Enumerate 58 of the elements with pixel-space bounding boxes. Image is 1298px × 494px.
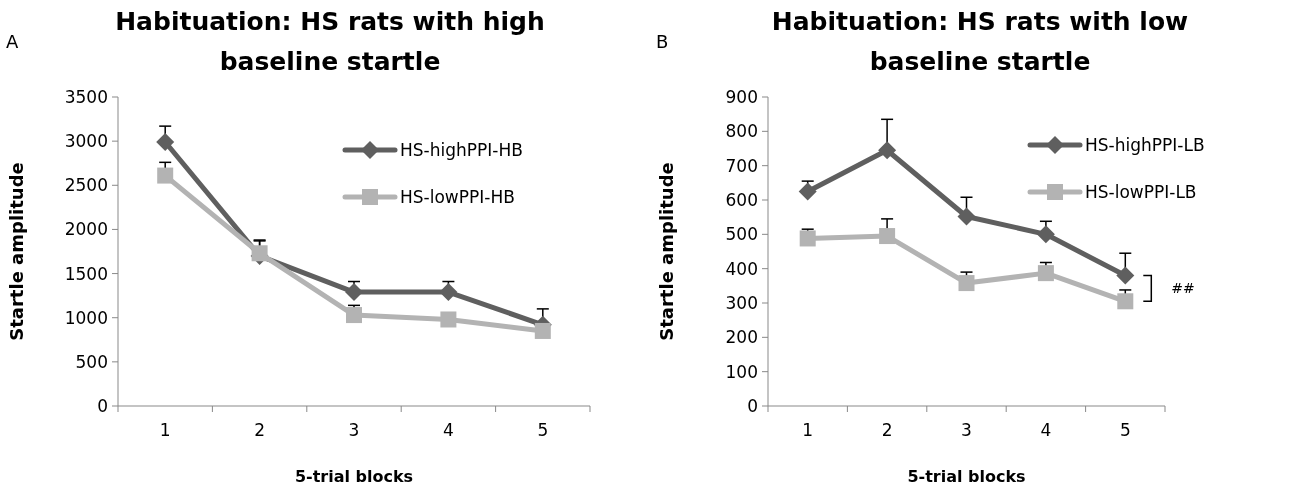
point [799,230,816,247]
y-axis-title: Startle amplitude [6,162,27,341]
x-tick-label: 3 [348,420,360,440]
text: B [656,31,669,52]
x-axis-title: 5-trial blocks [294,467,414,486]
x-tick-label: 4 [1040,420,1052,440]
x-axis-title: 5-trial blocks [907,467,1026,486]
y-tick-label: 300 [725,292,758,313]
point [1117,293,1134,310]
legend-label: HS-highPPI-LB [1085,134,1205,155]
text: A [6,31,19,52]
x-tick-label: 4 [442,420,454,440]
y-tick-label: 0 [747,395,758,416]
chart-title: Habituation: HS rats with high baseline startle [115,7,545,76]
x-tick-label: 1 [802,420,814,440]
point [439,283,458,302]
legend-label: HS-lowPPI-LB [1085,181,1197,202]
point [879,228,896,245]
x-tick-label: 2 [881,420,893,440]
point [1037,265,1054,282]
chart-title: Habituation: HS rats with low baseline startle [771,7,1189,76]
point [440,311,457,328]
legend-label: HS-highPPI-HB [400,139,523,160]
y-tick-label: 1000 [64,307,108,328]
y-tick-label: 3500 [64,86,108,107]
y-tick-label: 800 [725,121,758,142]
point [957,207,976,226]
point [878,141,897,160]
x-tick-label: 5 [1119,420,1131,440]
y-tick-label: 2000 [64,219,108,240]
x-tick-label: 5 [537,420,549,440]
y-tick-label: 3000 [64,131,108,152]
text: ## [1171,280,1195,297]
y-tick-label: 500 [75,351,108,372]
x-tick-label: 3 [961,420,972,440]
point [346,307,362,324]
point [958,275,975,292]
point [156,133,175,152]
y-tick-label: 500 [725,224,758,245]
y-tick-label: 400 [725,258,758,279]
y-tick-label: 2500 [64,175,108,196]
y-axis-title: Startle amplitude [656,162,677,341]
x-tick-label: 1 [159,420,171,440]
y-tick-label: 600 [725,189,758,210]
y-tick-label: 0 [97,395,108,416]
y-tick-label: 900 [725,86,758,107]
point [534,322,551,339]
point [798,182,817,201]
legend-label: HS-lowPPI-HB [400,186,515,207]
y-tick-label: 200 [725,327,758,348]
point [345,283,363,302]
y-tick-label: 700 [725,155,758,176]
y-tick-label: 100 [725,361,758,382]
x-tick-label: 2 [254,420,266,440]
y-tick-label: 1500 [64,263,108,284]
point [1116,266,1135,285]
point [1036,225,1055,244]
point [157,167,174,184]
